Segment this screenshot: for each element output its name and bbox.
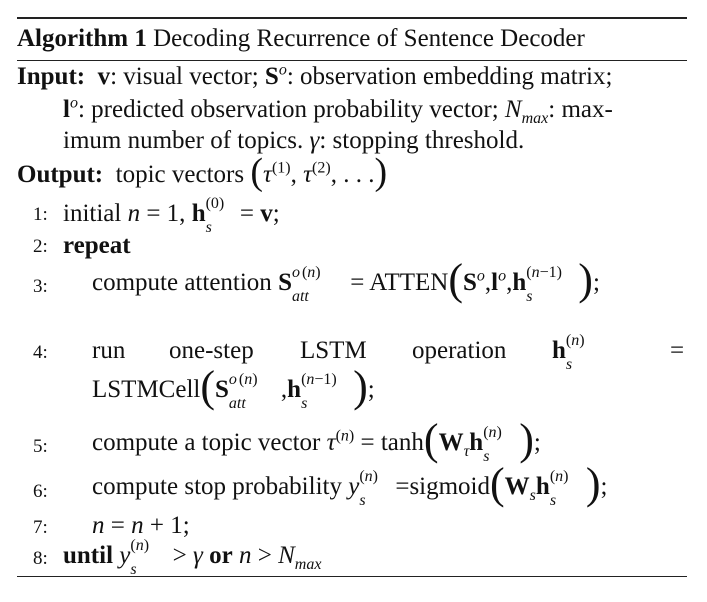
step-4-word-3: LSTM <box>300 337 367 364</box>
step-8-number: 8: <box>33 548 48 569</box>
output-text: topic vectors <box>115 161 245 188</box>
top-rule <box>17 17 687 19</box>
header-rule <box>17 60 687 61</box>
input-gamma-desc: : stopping threshold. <box>319 127 525 154</box>
output-label: Output: <box>17 161 104 188</box>
output-line: Output: topic vectors (τ(1), τ(2), . . .… <box>17 151 388 193</box>
step-4-word-1: run <box>92 337 126 364</box>
input-n-desc-2: imum number of topics. <box>63 127 304 154</box>
input-line-3: imum number of topics. γ: stopping thres… <box>63 127 525 154</box>
step-1: initial n = 1, h (0) s = v; <box>63 195 280 236</box>
step-4-word-4: operation <box>412 337 507 364</box>
step-4-word-2: one-step <box>169 337 254 364</box>
input-line-2: lo: predicted observation probability ve… <box>63 94 613 127</box>
step-2-repeat: repeat <box>63 232 131 259</box>
step-7: n = n + 1; <box>92 512 190 539</box>
input-l-desc: : predicted observation probability vect… <box>77 96 499 123</box>
step-4-fn: LSTMCell <box>92 376 201 403</box>
step-5-number: 5: <box>33 436 48 457</box>
step-3-number: 3: <box>33 276 48 297</box>
input-s-desc: : observation embedding matrix; <box>286 63 613 90</box>
algorithm-title: Decoding Recurrence of Sentence Decoder <box>153 25 585 52</box>
step-1-text: initial <box>63 200 122 227</box>
step-1-number: 1: <box>33 204 48 225</box>
step-5-text: compute a topic vector <box>92 429 321 456</box>
step-2-number: 2: <box>33 236 48 257</box>
step-8-until: until <box>63 542 114 569</box>
algorithm-header: Algorithm 1 Decoding Recurrence of Sente… <box>17 24 585 54</box>
step-6-text: compute stop probability <box>92 473 342 500</box>
step-6: compute stop probability y (n) s =sigmoid(W… <box>92 459 608 510</box>
step-4-number: 4: <box>33 342 48 363</box>
step-8: until y (n) s > γ or n > Nmax <box>63 537 322 578</box>
step-8-or: or <box>209 542 233 569</box>
step-3-fn: ATTEN <box>369 269 449 296</box>
step-4-line-b: LSTMCell(S o (n) att ,h (n−1) s); <box>92 362 375 413</box>
input-n-desc-1: : max- <box>548 96 613 123</box>
input-v-desc: : visual vector; <box>110 63 259 90</box>
step-3-text: compute attention <box>92 269 272 296</box>
input-line-1: Input: v: visual vector; So: observation… <box>17 61 613 90</box>
step-5-fn: tanh <box>380 429 424 456</box>
step-5: compute a topic vector τ(n) = tanh(Wτh (n… <box>92 415 541 466</box>
step-6-number: 6: <box>33 481 48 502</box>
algorithm-label: Algorithm 1 <box>17 25 147 52</box>
input-label: Input: <box>17 63 86 90</box>
bottom-rule <box>17 576 687 577</box>
step-6-fn: sigmoid <box>409 473 491 500</box>
step-7-number: 7: <box>33 517 48 538</box>
